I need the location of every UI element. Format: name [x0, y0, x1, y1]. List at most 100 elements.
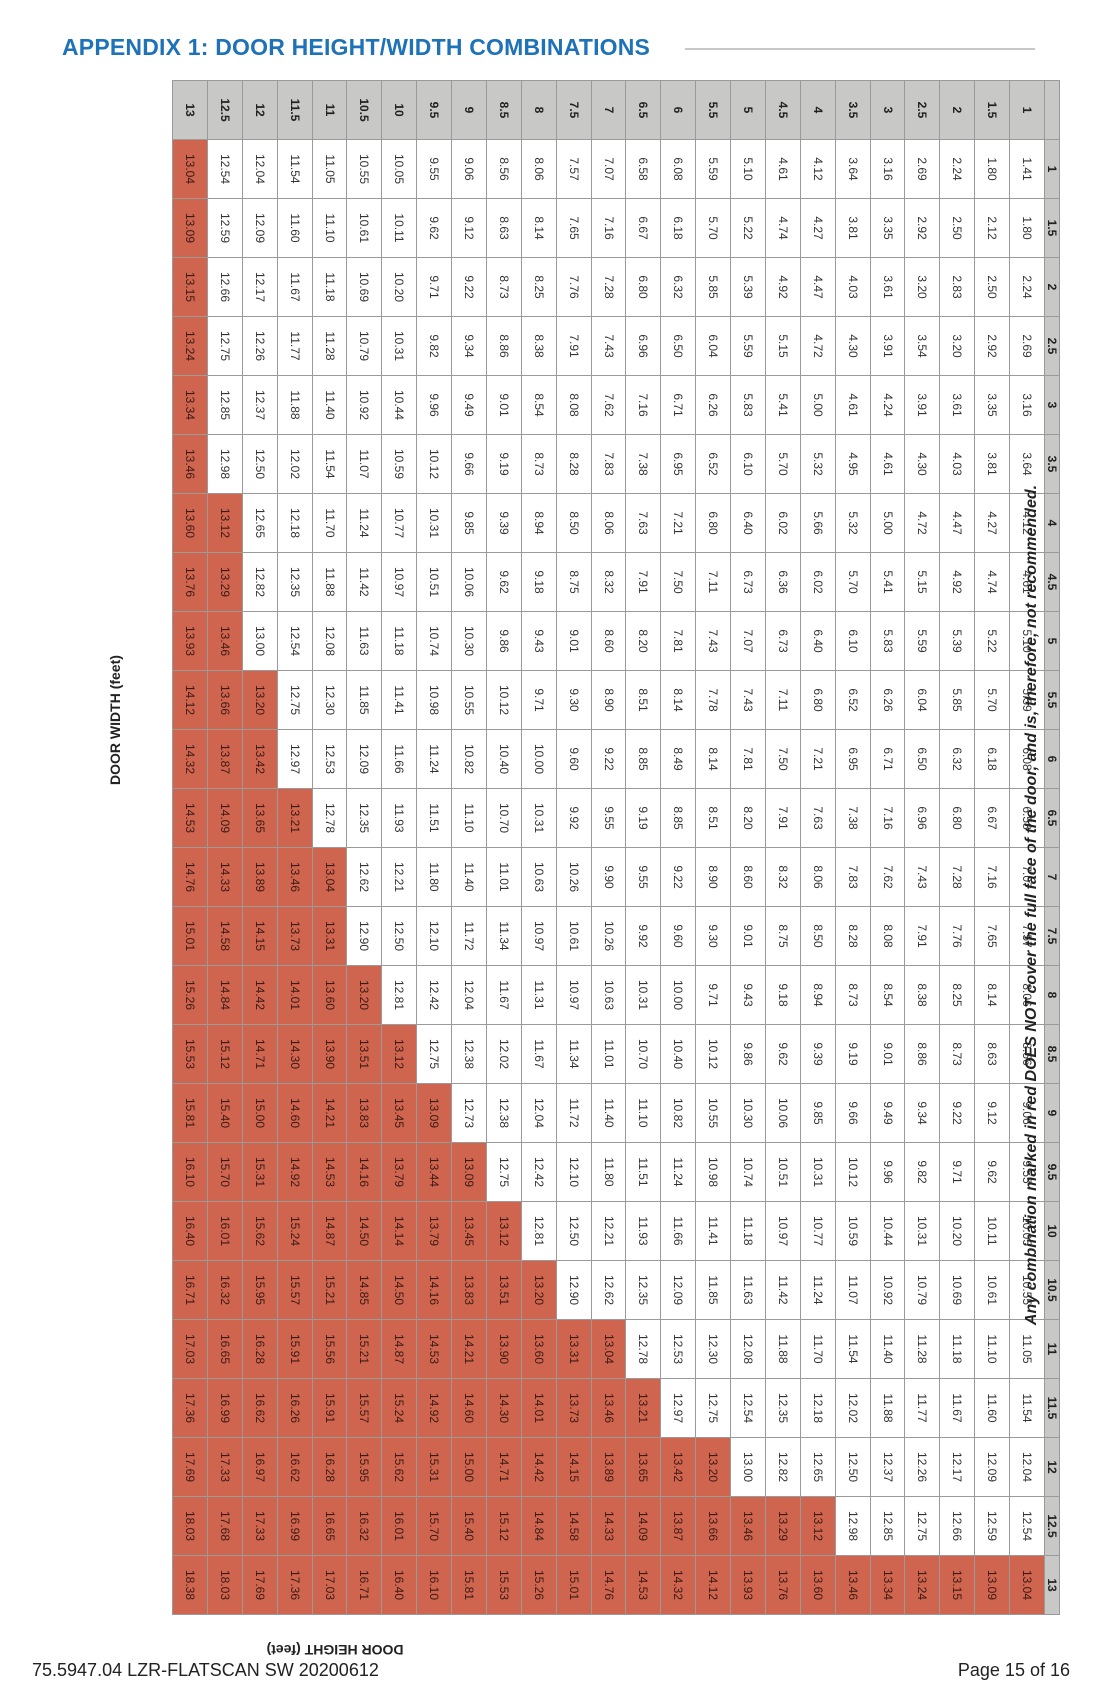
table-cell: 7.50 — [660, 552, 696, 612]
table-cell: 15.24 — [277, 1201, 313, 1261]
table-cell: 6.95 — [660, 434, 696, 494]
table-cell: 15.26 — [521, 1555, 557, 1615]
table-cell: 10.61 — [974, 1260, 1010, 1320]
table-row: 11.5 11.54 11.60 11.67 11.77 11.88 12.02 12.18 1… — [277, 80, 313, 1615]
table-cell: 8.38 — [521, 316, 557, 376]
table-row: 4.5 4.61 4.74 4.92 5.15 5.41 5.70 6.02 6.36 6.73 7… — [765, 80, 801, 1615]
table-cell: 5.22 — [974, 611, 1010, 671]
table-cell: 5.22 — [730, 198, 766, 258]
table-cell: 8.86 — [905, 1024, 940, 1084]
table-cell: 11.63 — [347, 611, 382, 671]
table-cell: 11.41 — [381, 670, 417, 730]
table-cell: 13.76 — [172, 552, 208, 612]
table-cell: 10.12 — [695, 1024, 731, 1084]
table-cell: 16.40 — [172, 1201, 208, 1261]
table-cell: 7.76 — [939, 906, 975, 966]
table-cell: 11.28 — [312, 316, 347, 376]
table-cell: 8.06 — [800, 847, 836, 907]
table-cell: 13.04 — [312, 847, 347, 907]
table-cell: 6.18 — [974, 729, 1010, 789]
height-header: 6.5 — [626, 80, 661, 140]
table-cell: 11.77 — [277, 316, 313, 376]
table-cell: 10.61 — [347, 198, 382, 258]
table-cell: 12.82 — [765, 1437, 801, 1497]
table-cell: 13.79 — [416, 1201, 452, 1261]
table-cell: 13.04 — [591, 1319, 626, 1379]
table-cell: 5.85 — [695, 257, 731, 317]
table-cell: 5.59 — [695, 139, 731, 199]
table-row: 2.5 2.69 2.92 3.20 3.54 3.91 4.30 4.72 5.15 5.59 6… — [905, 80, 940, 1615]
table-cell: 9.71 — [416, 257, 452, 317]
table-cell: 12.04 — [1009, 1437, 1045, 1497]
table-cell: 4.30 — [835, 316, 871, 376]
table-cell: 13.24 — [905, 1555, 940, 1615]
table-cell: 9.85 — [800, 1083, 836, 1143]
table-cell: 13.89 — [242, 847, 278, 907]
table-cell: 11.31 — [521, 965, 557, 1025]
table-cell: 10.20 — [381, 257, 417, 317]
table-cell: 8.08 — [556, 375, 592, 435]
table-cell: 16.01 — [207, 1201, 243, 1261]
table-cell: 12.02 — [486, 1024, 522, 1084]
table-cell: 1.80 — [1009, 198, 1045, 258]
table-cell: 11.24 — [800, 1260, 836, 1320]
table-cell: 12.35 — [277, 552, 313, 612]
table-cell: 13.12 — [381, 1024, 417, 1084]
table-cell: 13.46 — [277, 847, 313, 907]
table-cell: 10.77 — [381, 493, 417, 553]
table-cell: 8.54 — [521, 375, 557, 435]
table-cell: 12.37 — [242, 375, 278, 435]
table-cell: 13.60 — [312, 965, 347, 1025]
table-cell: 10.55 — [695, 1083, 731, 1143]
combination-table: 1 1.5 2 2.5 3 3.5 4 4.5 5 5.5 6 6.5 7 7.5 8 8.5 9 9.5 10 10… — [172, 80, 1060, 1615]
table-cell: 6.36 — [765, 552, 801, 612]
table-cell: 3.35 — [974, 375, 1010, 435]
table-cell: 5.59 — [730, 316, 766, 376]
table-cell: 9.43 — [730, 965, 766, 1025]
height-header: 11 — [312, 80, 347, 140]
table-cell: 3.91 — [905, 375, 940, 435]
table-cell: 13.00 — [730, 1437, 766, 1497]
table-cell: 4.30 — [905, 434, 940, 494]
table-cell: 12.38 — [451, 1024, 487, 1084]
table-cell: 14.16 — [347, 1142, 382, 1202]
table-row: 11 11.05 11.10 11.18 11.28 11.40 11.54 11.70 11.… — [312, 80, 347, 1615]
table-cell: 3.81 — [974, 434, 1010, 494]
table-cell: 9.12 — [974, 1083, 1010, 1143]
table-cell: 15.21 — [312, 1260, 347, 1320]
table-cell: 7.11 — [695, 552, 731, 612]
table-cell: 12.54 — [1009, 1496, 1045, 1556]
table-cell: 13.04 — [1009, 1555, 1045, 1615]
table-cell: 4.92 — [765, 257, 801, 317]
table-cell: 6.96 — [626, 316, 661, 376]
table-cell: 12.50 — [556, 1201, 592, 1261]
table-row: 6 6.08 6.18 6.32 6.50 6.71 6.95 7.21 7.50 7.81 8.1… — [660, 80, 696, 1615]
table-cell: 12.21 — [381, 847, 417, 907]
table-cell: 10.51 — [765, 1142, 801, 1202]
table-cell: 10.31 — [626, 965, 661, 1025]
table-cell: 10.12 — [486, 670, 522, 730]
width-header: 12.5 — [1044, 1496, 1060, 1556]
table-cell: 10.06 — [765, 1083, 801, 1143]
table-cell: 9.86 — [730, 1024, 766, 1084]
table-cell: 8.20 — [626, 611, 661, 671]
table-cell: 12.78 — [312, 788, 347, 848]
table-cell: 9.66 — [835, 1083, 871, 1143]
table-row: 5.5 5.59 5.70 5.85 6.04 6.26 6.52 6.80 7.11 7.43 7… — [695, 80, 731, 1615]
table-cell: 9.49 — [451, 375, 487, 435]
height-header: 9.5 — [416, 80, 452, 140]
table-cell: 14.58 — [556, 1496, 592, 1556]
table-cell: 12.50 — [242, 434, 278, 494]
table-cell: 10.00 — [660, 965, 696, 1025]
table-cell: 7.81 — [730, 729, 766, 789]
table-cell: 13.31 — [312, 906, 347, 966]
table-cell: 15.31 — [416, 1437, 452, 1497]
table-cell: 8.86 — [486, 316, 522, 376]
table-cell: 6.50 — [905, 729, 940, 789]
table-cell: 10.92 — [347, 375, 382, 435]
table-cell: 16.97 — [242, 1437, 278, 1497]
table-cell: 12.04 — [521, 1083, 557, 1143]
table-cell: 13.29 — [207, 552, 243, 612]
table-cell: 14.50 — [381, 1260, 417, 1320]
table-cell: 12.98 — [207, 434, 243, 494]
